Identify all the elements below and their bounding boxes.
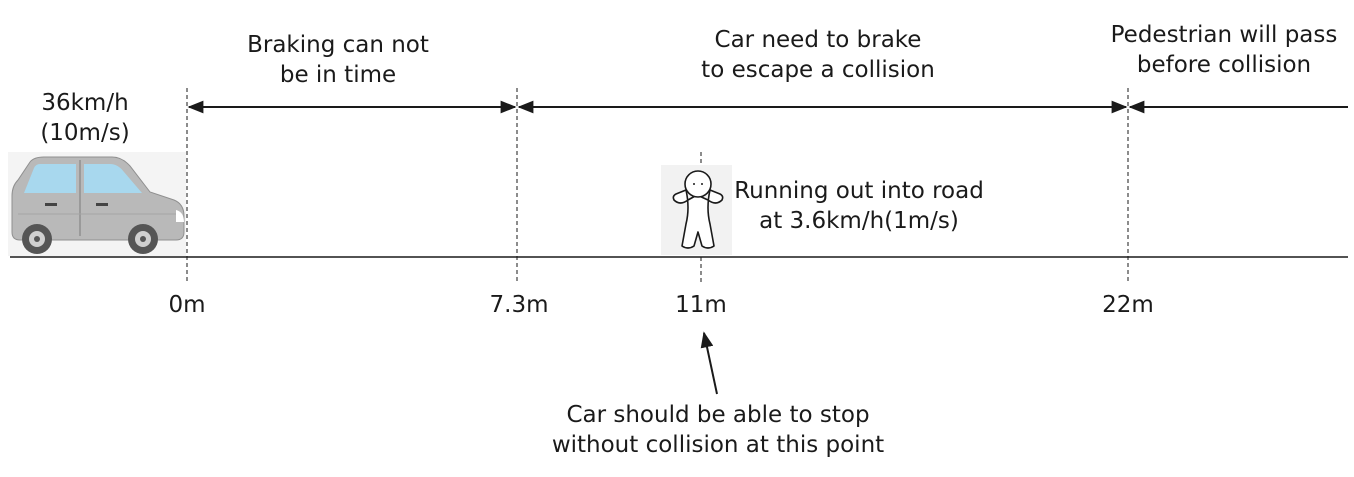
distance-label-11m: 11m bbox=[675, 292, 727, 318]
stop-note-line1: Car should be able to stop bbox=[566, 402, 870, 428]
stop-point-arrow bbox=[700, 331, 718, 395]
zone-label-no-time-line1: Braking can not bbox=[247, 32, 429, 58]
distance-label-7-3m: 7.3m bbox=[489, 292, 549, 318]
pedestrian-illustration bbox=[661, 165, 732, 255]
zone-label-no-time: Braking can not be in time bbox=[218, 30, 458, 90]
stop-note-line2: without collision at this point bbox=[551, 432, 885, 458]
zone-label-need-brake-line2: to escape a collision bbox=[701, 57, 935, 83]
zone-label-need-brake: Car need to brake to escape a collision bbox=[648, 25, 988, 85]
zone-label-pedestrian-pass-line2: before collision bbox=[1136, 52, 1312, 78]
car-speed-label: 36km/h (10m/s) bbox=[20, 88, 150, 148]
car-speed-ms: (10m/s) bbox=[40, 120, 130, 146]
car-speed-kmh: 36km/h bbox=[41, 90, 129, 116]
pedestrian-label-line1: Running out into road bbox=[734, 178, 984, 204]
distance-label-22m: 22m bbox=[1102, 292, 1154, 318]
pedestrian-label: Running out into road at 3.6km/h(1m/s) bbox=[724, 176, 994, 236]
zone-label-pedestrian-pass-line1: Pedestrian will pass bbox=[1110, 22, 1338, 48]
car-illustration bbox=[8, 152, 186, 256]
stop-note: Car should be able to stop without colli… bbox=[528, 400, 908, 460]
zone-label-pedestrian-pass: Pedestrian will pass before collision bbox=[1098, 20, 1350, 80]
pedestrian-label-line2: at 3.6km/h(1m/s) bbox=[759, 208, 959, 234]
zone-label-need-brake-line1: Car need to brake bbox=[714, 27, 922, 53]
distance-label-0m: 0m bbox=[168, 292, 206, 318]
zone-label-no-time-line2: be in time bbox=[279, 62, 397, 88]
